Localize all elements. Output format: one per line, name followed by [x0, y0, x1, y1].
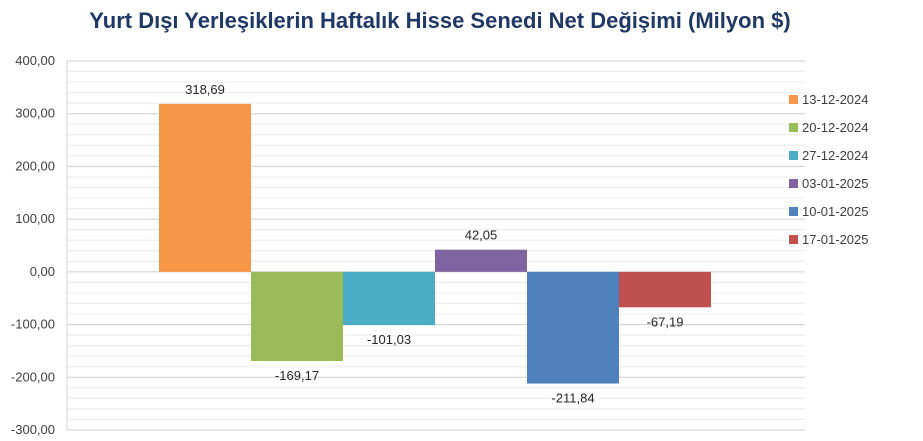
legend-swatch-17-01-2025: [789, 235, 798, 244]
bar-03-01-2025: [435, 249, 527, 272]
data-label-13-12-2024: 318,69: [185, 82, 225, 97]
legend-swatch-10-01-2025: [789, 207, 798, 216]
legend-swatch-20-12-2024: [789, 123, 798, 132]
chart-title: Yurt Dışı Yerleşiklerin Haftalık Hisse S…: [89, 8, 791, 33]
y-tick-label: -300,00: [11, 422, 55, 437]
y-tick-label: 200,00: [15, 158, 55, 173]
legend-label-13-12-2024: 13-12-2024: [802, 92, 869, 107]
data-label-17-01-2025: -67,19: [647, 314, 684, 329]
data-label-03-01-2025: 42,05: [465, 228, 498, 243]
data-label-10-01-2025: -211,84: [551, 391, 594, 406]
legend-label-17-01-2025: 17-01-2025: [802, 232, 869, 247]
legend-label-03-01-2025: 03-01-2025: [802, 176, 869, 191]
y-tick-label: 100,00: [15, 211, 55, 226]
legend-swatch-13-12-2024: [789, 95, 798, 104]
bar-10-01-2025: [527, 271, 619, 384]
y-tick-label: 300,00: [15, 106, 55, 121]
legend-label-27-12-2024: 27-12-2024: [802, 148, 869, 163]
bar-20-12-2024: [251, 271, 343, 362]
y-tick-label: 0,00: [30, 264, 55, 279]
bar-17-01-2025: [619, 271, 711, 308]
bar-27-12-2024: [343, 271, 435, 326]
legend-swatch-27-12-2024: [789, 151, 798, 160]
y-tick-label: -100,00: [11, 317, 55, 332]
data-label-27-12-2024: -101,03: [367, 332, 411, 347]
legend-label-20-12-2024: 20-12-2024: [802, 120, 869, 135]
y-tick-label: -200,00: [11, 369, 55, 384]
y-tick-label: 400,00: [15, 53, 55, 68]
legend-swatch-03-01-2025: [789, 179, 798, 188]
data-label-20-12-2024: -169,17: [275, 368, 319, 383]
bar-13-12-2024: [159, 103, 251, 272]
legend-label-10-01-2025: 10-01-2025: [802, 204, 869, 219]
